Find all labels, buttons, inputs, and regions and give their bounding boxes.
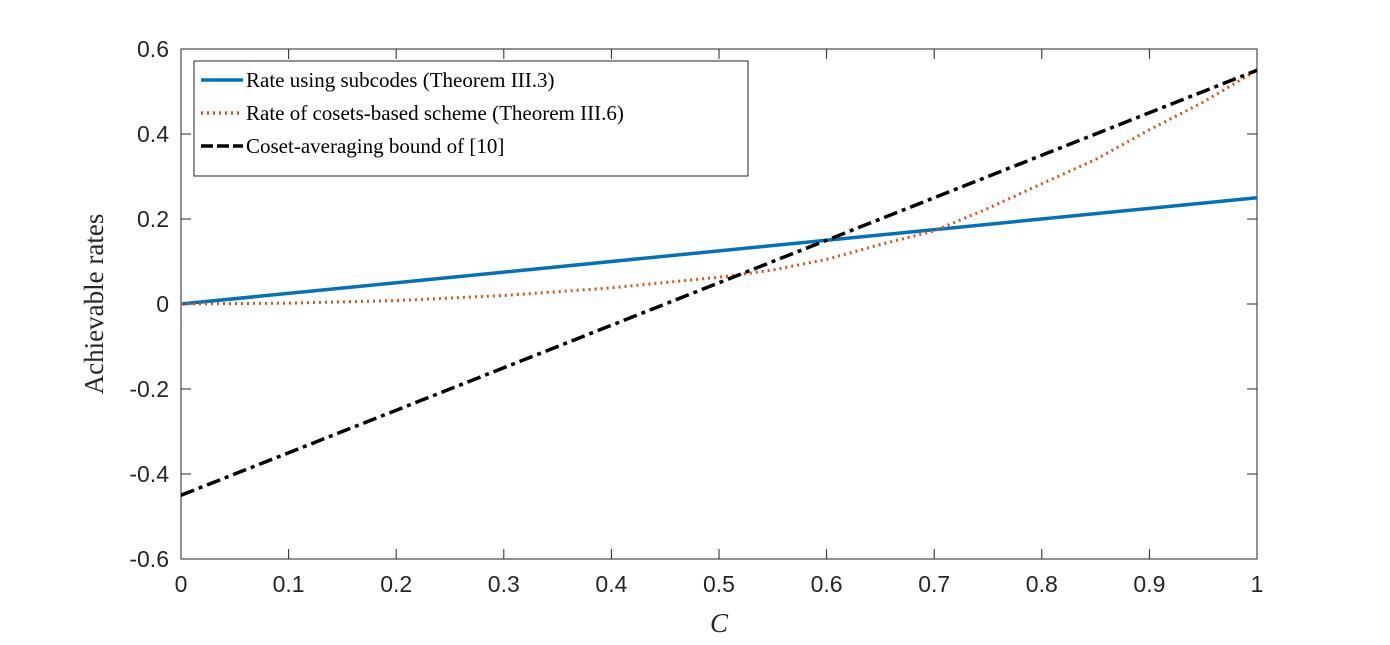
legend-label-1: Rate of cosets-based scheme (Theorem III… [246, 101, 624, 125]
x-tick-label: 0.7 [918, 571, 950, 597]
x-tick-label: 1 [1251, 571, 1264, 597]
y-tick-label: -0.6 [129, 546, 169, 572]
x-axis-label: C [710, 608, 729, 638]
x-tick-label: 0.4 [595, 571, 627, 597]
x-tick-label: 0.8 [1026, 571, 1058, 597]
y-tick-label: 0.2 [137, 206, 169, 232]
x-tick-label: 0.1 [273, 571, 305, 597]
legend: Rate using subcodes (Theorem III.3) Rate … [193, 60, 749, 177]
y-tick-label: -0.4 [129, 461, 169, 487]
x-tick-label: 0.9 [1133, 571, 1165, 597]
series-line-2 [180, 68, 1258, 497]
series-line-1 [180, 68, 1258, 306]
legend-label-0: Rate using subcodes (Theorem III.3) [246, 68, 555, 92]
y-axis-label: Achievable rates [79, 214, 109, 395]
y-tick-label: -0.2 [129, 376, 169, 402]
y-tick-label: 0 [156, 291, 169, 317]
x-tick-label: 0.2 [380, 571, 412, 597]
x-tick-label: 0.3 [488, 571, 520, 597]
y-tick-label: 0.6 [137, 36, 169, 62]
y-tick-label: 0.4 [137, 121, 169, 147]
legend-label-2: Coset-averaging bound of [10] [246, 134, 504, 158]
x-tick-label: 0.6 [811, 571, 843, 597]
x-tick-label: 0.5 [703, 571, 735, 597]
series-line-0 [180, 196, 1258, 306]
x-tick-label: 0 [175, 571, 188, 597]
